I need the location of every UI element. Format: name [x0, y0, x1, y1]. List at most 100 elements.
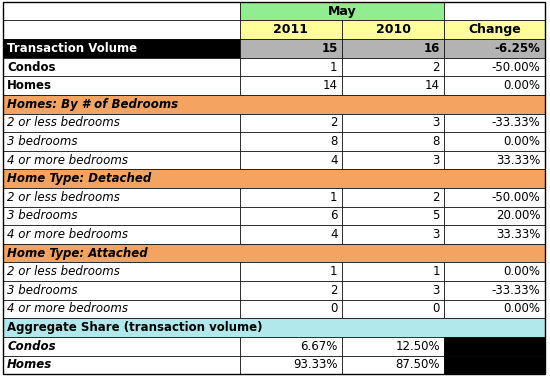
- Bar: [342, 188, 444, 206]
- Text: 2: 2: [432, 191, 440, 204]
- Text: 4 or more bedrooms: 4 or more bedrooms: [7, 302, 128, 315]
- Bar: [3, 95, 544, 114]
- Text: 3: 3: [432, 228, 440, 241]
- Text: Condos: Condos: [7, 61, 56, 74]
- Text: 4: 4: [330, 228, 338, 241]
- Bar: [342, 39, 444, 58]
- Text: Home Type: Attached: Home Type: Attached: [7, 247, 148, 260]
- Bar: [3, 39, 240, 58]
- Text: 4 or more bedrooms: 4 or more bedrooms: [7, 228, 128, 241]
- Text: Homes: Homes: [7, 79, 52, 92]
- Bar: [444, 206, 544, 225]
- Text: 87.50%: 87.50%: [395, 358, 440, 371]
- Bar: [240, 281, 342, 300]
- Text: 0.00%: 0.00%: [503, 302, 540, 315]
- Bar: [444, 114, 544, 132]
- Text: 3 bedrooms: 3 bedrooms: [7, 135, 78, 148]
- Bar: [3, 318, 544, 337]
- Text: Homes: By # of Bedrooms: Homes: By # of Bedrooms: [7, 98, 178, 111]
- Bar: [342, 76, 444, 95]
- Bar: [240, 262, 342, 281]
- Text: 16: 16: [424, 42, 440, 55]
- Text: -33.33%: -33.33%: [491, 116, 540, 129]
- Bar: [3, 20, 240, 39]
- Text: 5: 5: [432, 209, 440, 223]
- Text: -50.00%: -50.00%: [491, 191, 540, 204]
- Text: 1: 1: [432, 265, 440, 278]
- Bar: [240, 58, 342, 76]
- Text: 14: 14: [425, 79, 440, 92]
- Bar: [3, 114, 240, 132]
- Text: 2011: 2011: [273, 23, 309, 36]
- Text: 2 or less bedrooms: 2 or less bedrooms: [7, 116, 120, 129]
- Bar: [342, 58, 444, 76]
- Bar: [444, 225, 544, 244]
- Bar: [342, 151, 444, 169]
- Bar: [240, 300, 342, 318]
- Bar: [342, 206, 444, 225]
- Bar: [3, 281, 240, 300]
- Bar: [240, 337, 342, 355]
- Bar: [3, 206, 240, 225]
- Bar: [240, 132, 342, 151]
- Text: 4 or more bedrooms: 4 or more bedrooms: [7, 153, 128, 167]
- Bar: [240, 151, 342, 169]
- Text: 0: 0: [432, 302, 440, 315]
- Text: Transaction Volume: Transaction Volume: [7, 42, 138, 55]
- Text: 6.67%: 6.67%: [300, 340, 338, 353]
- Text: 14: 14: [322, 79, 338, 92]
- Text: Homes: Homes: [7, 358, 52, 371]
- Bar: [444, 132, 544, 151]
- Text: 3 bedrooms: 3 bedrooms: [7, 284, 78, 297]
- Bar: [3, 300, 240, 318]
- Text: 20.00%: 20.00%: [496, 209, 540, 223]
- Text: May: May: [328, 5, 356, 18]
- Text: 93.33%: 93.33%: [293, 358, 338, 371]
- Bar: [3, 337, 240, 355]
- Text: 33.33%: 33.33%: [496, 153, 540, 167]
- Bar: [342, 20, 444, 39]
- Bar: [444, 151, 544, 169]
- Bar: [444, 20, 544, 39]
- Text: Home Type: Detached: Home Type: Detached: [7, 172, 151, 185]
- Bar: [444, 39, 544, 58]
- Bar: [240, 20, 342, 39]
- Text: 4: 4: [330, 153, 338, 167]
- Bar: [342, 300, 444, 318]
- Text: 8: 8: [330, 135, 338, 148]
- Bar: [342, 132, 444, 151]
- Text: -33.33%: -33.33%: [491, 284, 540, 297]
- Text: 3: 3: [432, 116, 440, 129]
- Text: 12.50%: 12.50%: [395, 340, 440, 353]
- Bar: [3, 58, 240, 76]
- Text: 3 bedrooms: 3 bedrooms: [7, 209, 78, 223]
- Bar: [3, 355, 240, 374]
- Bar: [3, 132, 240, 151]
- Text: 1: 1: [330, 265, 338, 278]
- Text: 1: 1: [330, 191, 338, 204]
- Text: 2: 2: [330, 284, 338, 297]
- Bar: [3, 151, 240, 169]
- Bar: [444, 58, 544, 76]
- Text: 0.00%: 0.00%: [503, 79, 540, 92]
- Bar: [342, 114, 444, 132]
- Text: 2: 2: [330, 116, 338, 129]
- Bar: [3, 244, 544, 262]
- Bar: [3, 225, 240, 244]
- Bar: [240, 206, 342, 225]
- Text: -50.00%: -50.00%: [491, 61, 540, 74]
- Bar: [444, 281, 544, 300]
- Bar: [240, 76, 342, 95]
- Text: 1: 1: [330, 61, 338, 74]
- Bar: [240, 39, 342, 58]
- Text: 2: 2: [432, 61, 440, 74]
- Text: 8: 8: [432, 135, 440, 148]
- Bar: [444, 188, 544, 206]
- Bar: [342, 355, 444, 374]
- Text: 2 or less bedrooms: 2 or less bedrooms: [7, 265, 120, 278]
- Bar: [240, 2, 444, 21]
- Text: 3: 3: [432, 153, 440, 167]
- Text: 2010: 2010: [376, 23, 411, 36]
- Text: -6.25%: -6.25%: [494, 42, 540, 55]
- Bar: [444, 355, 544, 374]
